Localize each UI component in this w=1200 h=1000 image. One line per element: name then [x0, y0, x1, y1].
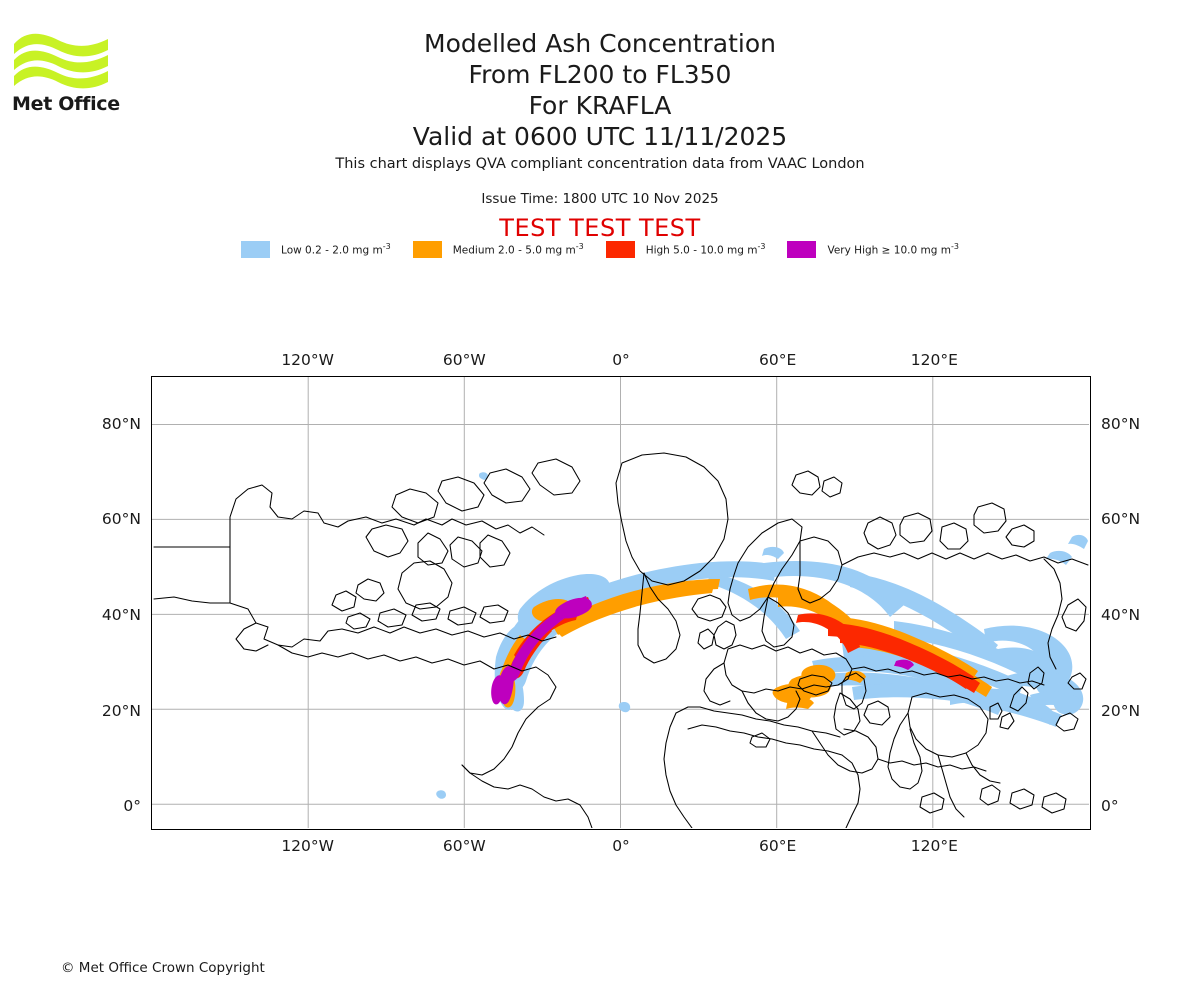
- copyright-notice: © Met Office Crown Copyright: [61, 960, 265, 976]
- test-banner: TEST TEST TEST: [499, 214, 701, 242]
- logo-text: Met Office: [12, 93, 120, 115]
- title-line-1: Modelled Ash Concentration: [424, 29, 776, 58]
- x-tick-bot-3: 60°E: [759, 837, 797, 855]
- y-tick-left-2: 40°N: [101, 605, 141, 624]
- y-tick-right-2: 40°N: [1101, 605, 1141, 624]
- title-line-2: From FL200 to FL350: [468, 60, 732, 89]
- x-tick-top-3: 60°E: [759, 351, 797, 369]
- legend-high: High 5.0 - 10.0 mg m-3: [605, 241, 766, 258]
- chart-source-note: This chart displays QVA compliant concen…: [335, 156, 865, 172]
- map-container: [151, 376, 1091, 830]
- y-tick-right-3: 60°N: [1101, 510, 1141, 529]
- title-line-4: Valid at 0600 UTC 11/11/2025: [412, 122, 788, 151]
- y-tick-left-4: 80°N: [101, 414, 141, 433]
- x-tick-bot-1: 60°W: [442, 837, 486, 855]
- legend-very-high: Very High ≥ 10.0 mg m-3: [787, 241, 959, 258]
- y-tick-left-1: 20°N: [101, 701, 141, 720]
- issue-time-label: Issue Time: 1800 UTC 10 Nov 2025: [481, 191, 719, 207]
- y-tick-right-4: 80°N: [1101, 414, 1141, 433]
- met-office-waves-icon: [14, 33, 108, 89]
- y-tick-right-0: 0°: [1101, 797, 1119, 816]
- legend-very-high-swatch: [787, 241, 817, 258]
- y-tick-left-3: 60°N: [101, 510, 141, 529]
- concentration-legend: Low 0.2 - 2.0 mg m-3 Medium 2.0 - 5.0 mg …: [0, 241, 1200, 258]
- x-tick-top-0: 120°W: [281, 351, 334, 369]
- title-line-3: For KRAFLA: [528, 91, 672, 120]
- x-tick-bot-0: 120°W: [281, 837, 334, 855]
- x-tick-bot-4: 120°E: [910, 837, 958, 855]
- legend-medium: Medium 2.0 - 5.0 mg m-3: [412, 241, 584, 258]
- x-tick-top-1: 60°W: [442, 351, 486, 369]
- legend-high-swatch: [605, 241, 635, 258]
- x-tick-bot-2: 0°: [612, 837, 630, 855]
- legend-high-label: High 5.0 - 10.0 mg m-3: [645, 242, 766, 257]
- legend-very-high-label: Very High ≥ 10.0 mg m-3: [827, 242, 959, 257]
- legend-medium-label: Medium 2.0 - 5.0 mg m-3: [452, 242, 584, 257]
- legend-medium-swatch: [412, 241, 442, 258]
- legend-low-swatch: [241, 241, 271, 258]
- y-tick-left-0: 0°: [123, 797, 141, 816]
- map-plot-area: [151, 376, 1091, 830]
- y-tick-right-1: 20°N: [1101, 701, 1141, 720]
- coastlines: [153, 452, 1089, 828]
- met-office-logo: Met Office: [12, 28, 122, 118]
- legend-low-label: Low 0.2 - 2.0 mg m-3: [281, 242, 391, 257]
- legend-low: Low 0.2 - 2.0 mg m-3: [241, 241, 391, 258]
- x-tick-top-2: 0°: [612, 351, 630, 369]
- x-tick-top-4: 120°E: [910, 351, 958, 369]
- page-title: Modelled Ash Concentration From FL200 to…: [0, 28, 1200, 152]
- world-map-svg: [152, 377, 1089, 828]
